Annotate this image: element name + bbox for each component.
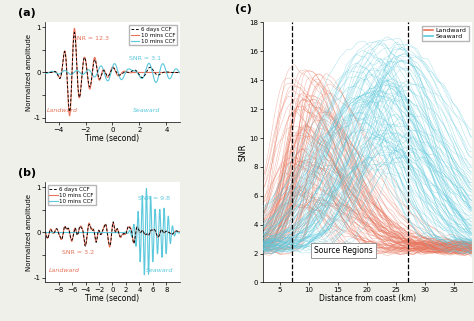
Text: SNR = 3.1: SNR = 3.1 xyxy=(128,56,161,61)
Text: (c): (c) xyxy=(235,4,252,14)
Legend: 6 days CCF, 10 mins CCF, 10 mins CCF: 6 days CCF, 10 mins CCF, 10 mins CCF xyxy=(48,185,96,205)
X-axis label: Time (second): Time (second) xyxy=(85,134,139,143)
Y-axis label: Normalized amplitude: Normalized amplitude xyxy=(27,194,33,271)
Text: Seaward: Seaward xyxy=(133,108,160,113)
Y-axis label: SNR: SNR xyxy=(239,144,248,161)
Text: (a): (a) xyxy=(18,8,36,19)
Y-axis label: Normalized amplitude: Normalized amplitude xyxy=(27,34,33,111)
Legend: Landward, Seaward: Landward, Seaward xyxy=(422,26,468,41)
Text: Landward: Landward xyxy=(47,108,78,113)
Text: SNR = 9.8: SNR = 9.8 xyxy=(138,196,170,201)
X-axis label: Distance from coast (km): Distance from coast (km) xyxy=(319,294,416,303)
Text: SNR = 12.3: SNR = 12.3 xyxy=(73,36,109,41)
Text: Landward: Landward xyxy=(48,268,80,273)
Text: Source Regions: Source Regions xyxy=(314,246,373,255)
X-axis label: Time (second): Time (second) xyxy=(85,294,139,303)
Legend: 6 days CCF, 10 mins CCF, 10 mins CCF: 6 days CCF, 10 mins CCF, 10 mins CCF xyxy=(129,25,177,45)
Text: SNR = 3.2: SNR = 3.2 xyxy=(62,250,94,255)
Text: Seaward: Seaward xyxy=(146,268,173,273)
Text: (b): (b) xyxy=(18,169,36,178)
